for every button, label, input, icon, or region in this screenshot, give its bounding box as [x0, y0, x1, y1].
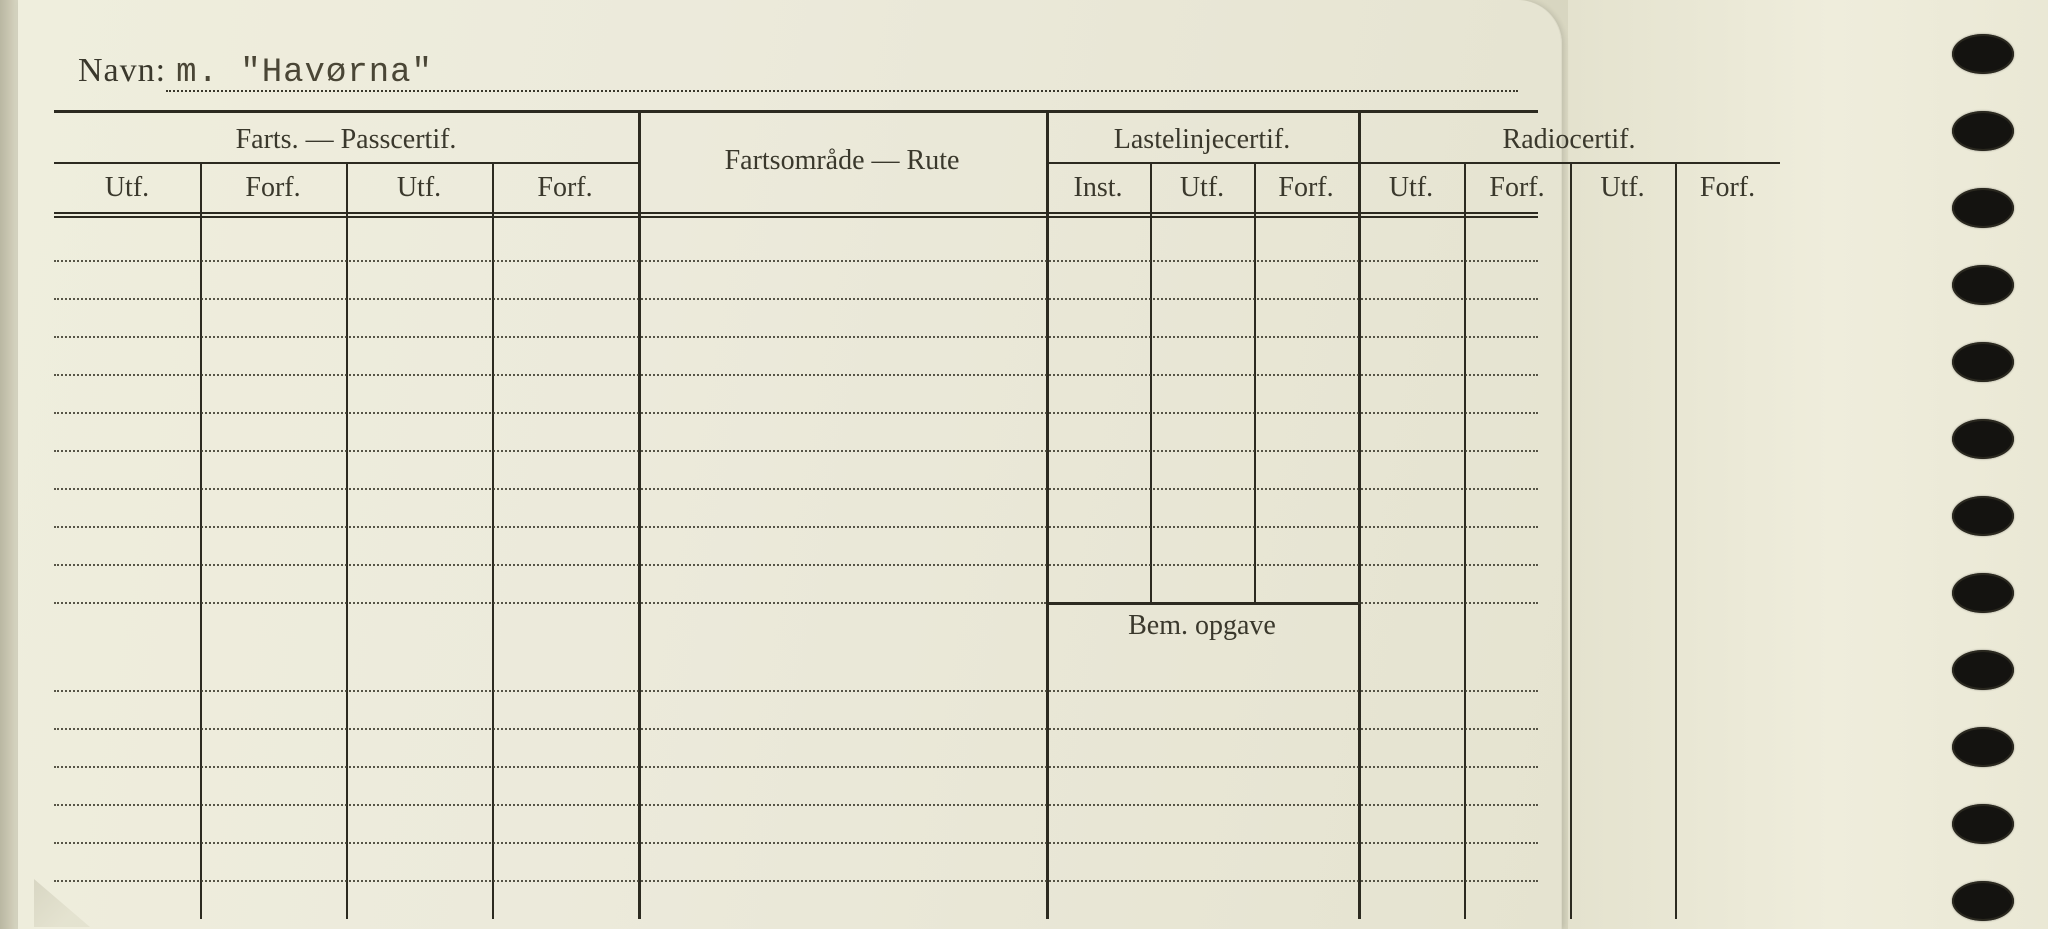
- punch-hole: [1952, 727, 2014, 767]
- navn-label: Navn:: [78, 52, 166, 90]
- column-sub-header: Forf.: [200, 166, 346, 210]
- rule-dotted-row: [54, 602, 1046, 604]
- punch-hole: [1952, 188, 2014, 228]
- punch-hole: [1952, 881, 2014, 921]
- rule-dotted-row: [54, 526, 1538, 528]
- rule-header-double: [54, 212, 1538, 218]
- rule-dotted-row: [54, 374, 1538, 376]
- rule-dotted-row: [54, 336, 1538, 338]
- column-group-header: Radiocertif.: [1358, 118, 1780, 162]
- left-edge-shadow: [0, 0, 18, 929]
- punch-hole: [1952, 34, 2014, 74]
- rule-header-sub: [1046, 162, 1358, 164]
- punch-hole: [1952, 650, 2014, 690]
- navn-value: m. "Havørna": [176, 54, 433, 92]
- rule-dotted-row: [54, 880, 1538, 882]
- punch-hole: [1952, 111, 2014, 151]
- column-sub-header: Forf.: [492, 166, 638, 210]
- column-sub-header: Utf.: [54, 166, 200, 210]
- column-sub-header: Utf.: [1150, 166, 1254, 210]
- punch-hole: [1952, 419, 2014, 459]
- column-sub-header: Utf.: [1570, 166, 1675, 210]
- column-sub-header: Forf.: [1675, 166, 1780, 210]
- punch-hole: [1952, 573, 2014, 613]
- rule-vertical-group: [1358, 110, 1361, 919]
- column-sub-header: Forf.: [1464, 166, 1570, 210]
- rule-dotted-row: [54, 728, 1538, 730]
- column-sub-header: Utf.: [1358, 166, 1464, 210]
- navn-underline: [166, 90, 1518, 92]
- bem-opgave-label: Bem. opgave: [1046, 610, 1358, 642]
- rule-vertical-subcol: [1675, 162, 1677, 919]
- column-sub-header: Forf.: [1254, 166, 1358, 210]
- punch-hole: [1952, 804, 2014, 844]
- column-sub-header: Inst.: [1046, 166, 1150, 210]
- index-card: Navn: m. "Havørna" Farts. — Passcertif.F…: [18, 0, 1562, 929]
- rule-dotted-row: [1358, 602, 1538, 604]
- rule-vertical-group: [638, 110, 641, 919]
- rule-vertical-group: [1046, 110, 1049, 919]
- rule-dotted-row: [54, 298, 1538, 300]
- column-group-header: Farts. — Passcertif.: [54, 118, 638, 162]
- column-sub-header: Utf.: [346, 166, 492, 210]
- column-group-header: Fartsområde — Rute: [638, 110, 1046, 212]
- rule-dotted-row: [54, 488, 1538, 490]
- rule-vertical-subcol: [1570, 162, 1572, 919]
- punch-hole: [1952, 496, 2014, 536]
- rule-dotted-row: [54, 842, 1538, 844]
- rule-dotted-row: [54, 804, 1538, 806]
- rule-dotted-row: [54, 690, 1538, 692]
- rule-dotted-row: [54, 766, 1538, 768]
- rule-dotted-row: [54, 450, 1538, 452]
- rule-header-sub: [1358, 162, 1780, 164]
- column-group-header: Lastelinjecertif.: [1046, 118, 1358, 162]
- rule-bem-opgave: [1046, 602, 1358, 605]
- punch-hole: [1952, 265, 2014, 305]
- rule-vertical-subcol: [1254, 162, 1256, 602]
- rule-dotted-row: [54, 412, 1538, 414]
- rule-dotted-row: [54, 564, 1538, 566]
- punch-hole: [1952, 342, 2014, 382]
- rule-dotted-row: [54, 260, 1538, 262]
- rule-vertical-subcol: [1150, 162, 1152, 602]
- certificate-table: Farts. — Passcertif.Fartsområde — RuteLa…: [54, 110, 1538, 919]
